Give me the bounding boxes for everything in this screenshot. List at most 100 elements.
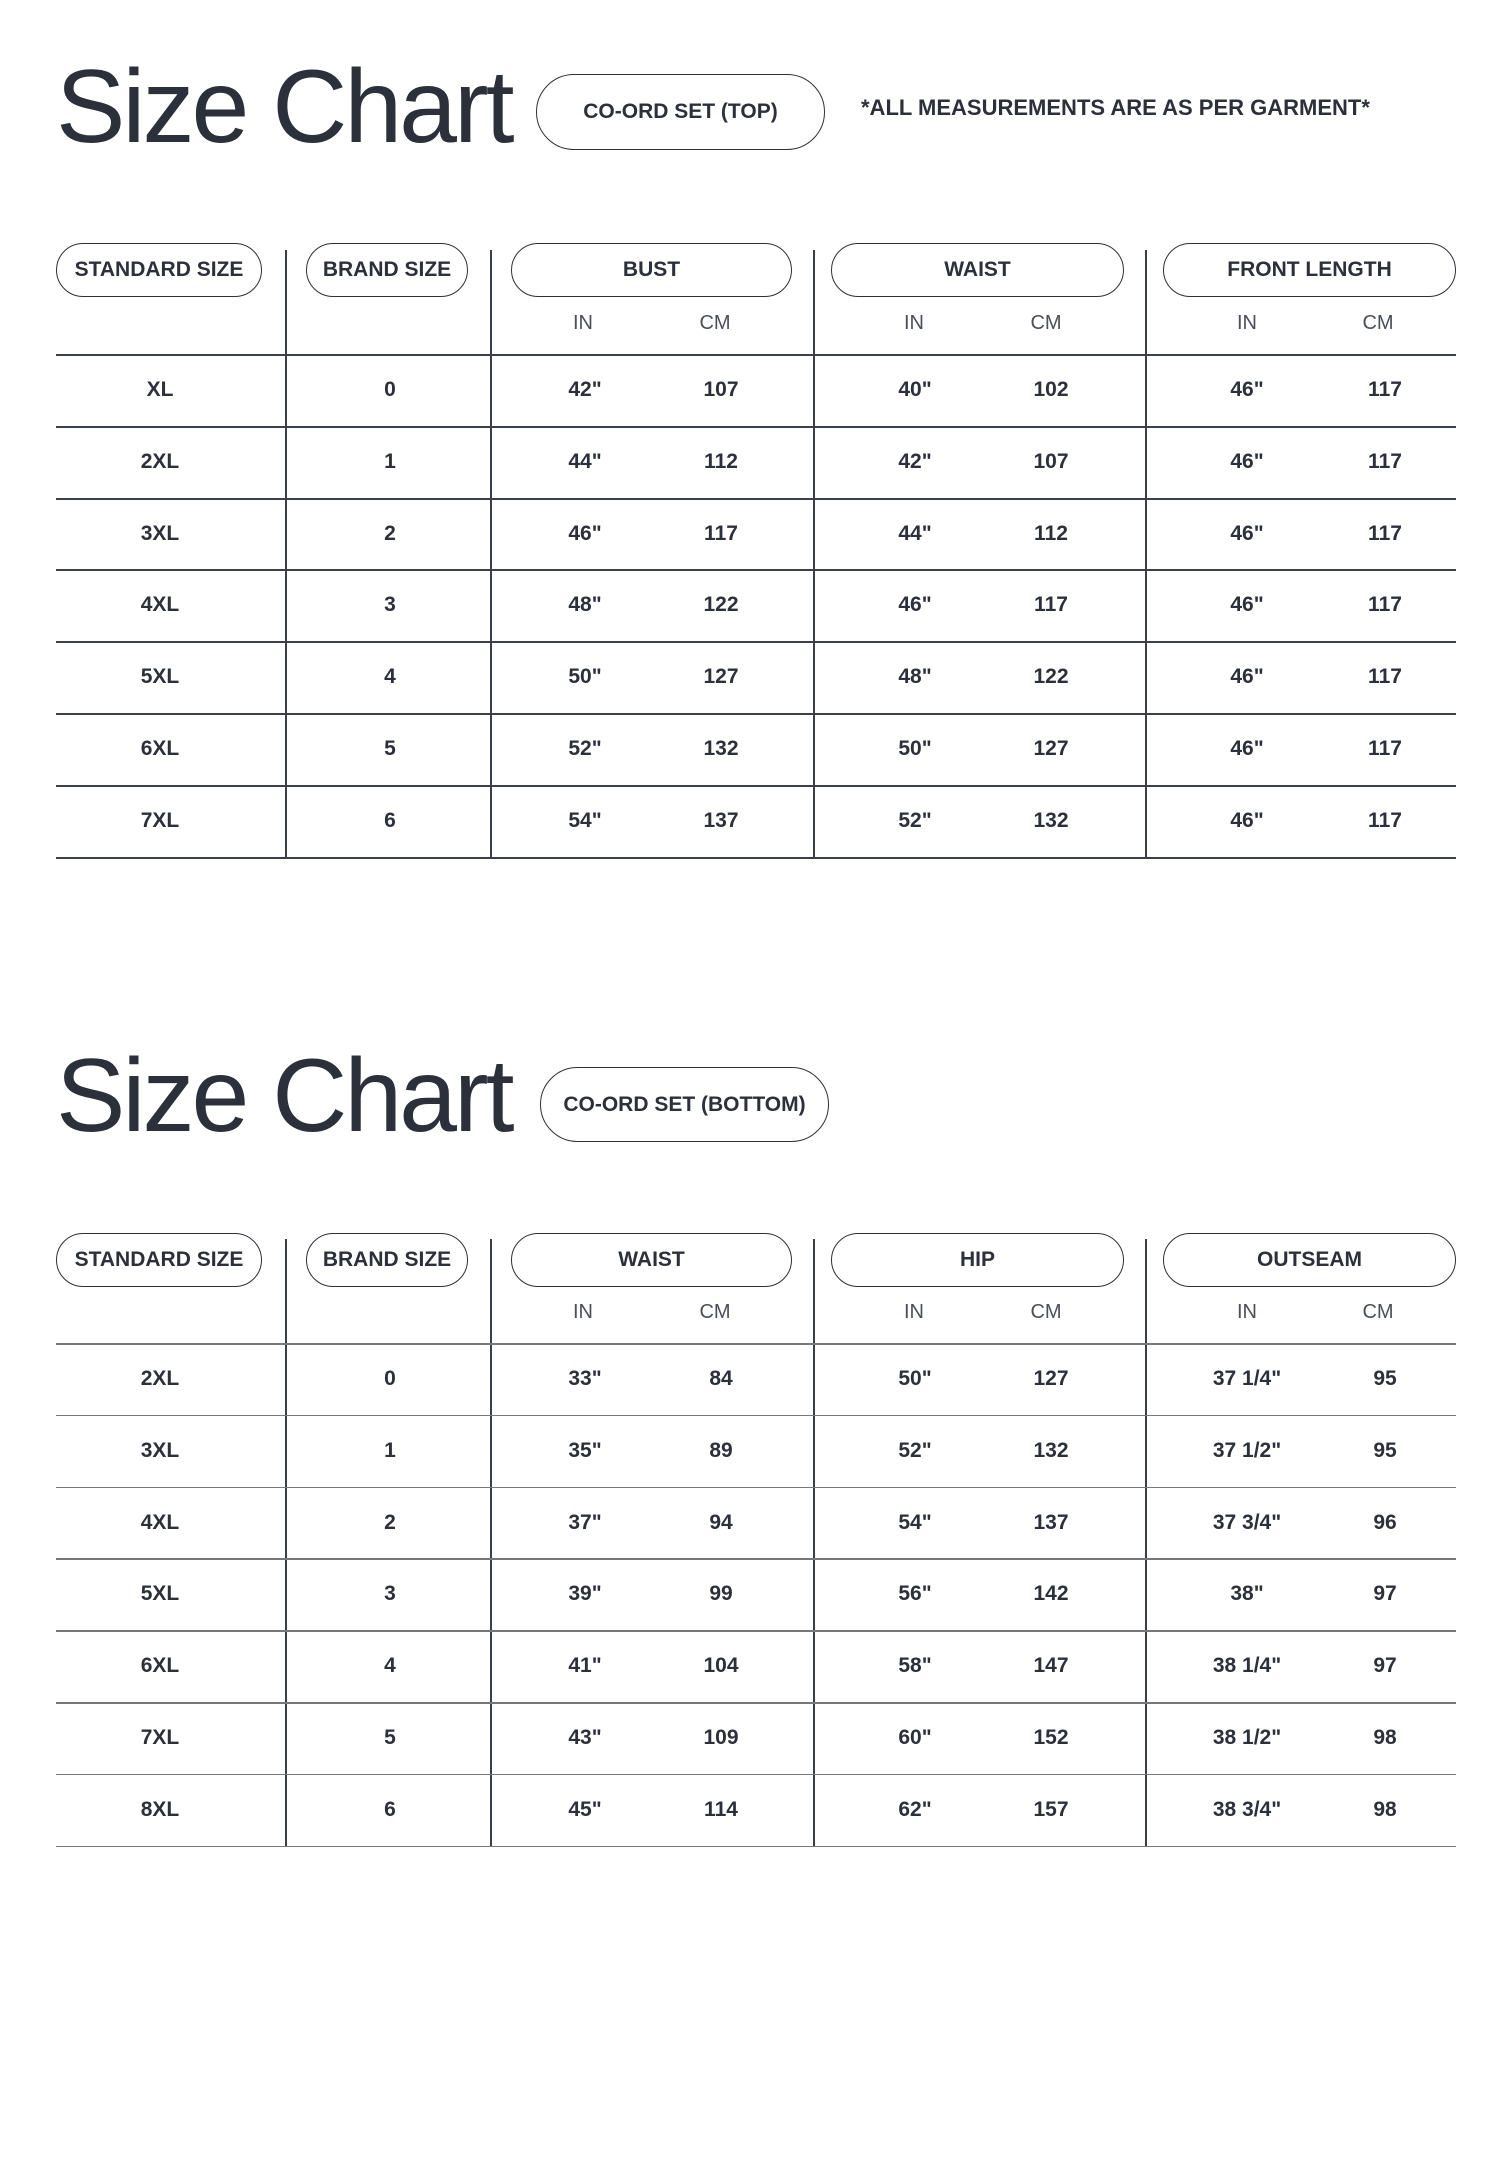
table-cell: 5 [384,1725,396,1749]
column-header: STANDARD SIZE [56,1233,262,1287]
table-cell: 127 [1033,1366,1069,1390]
unit-label: CM [1030,1301,1062,1323]
unit-label: IN [904,1301,924,1323]
table-cell: 2XL [140,1366,180,1390]
table-row-rule [56,641,1456,644]
table-cell: 147 [1033,1654,1069,1678]
table-cell: 3 [384,1582,396,1606]
unit-label: IN [1237,312,1257,334]
section-title: Size Chart [56,1038,515,1154]
table-cell: 117 [1368,665,1402,689]
table-row-rule [56,856,1456,859]
table-cell: 117 [704,521,738,545]
table-cell: 2 [384,521,396,545]
column-divider [490,250,492,857]
column-header: FRONT LENGTH [1163,243,1456,297]
table-cell: 54" [568,808,602,832]
table-cell: 117 [1368,377,1402,401]
table-cell: 2 [384,1510,396,1534]
column-divider [285,250,287,857]
table-cell: 132 [1033,808,1069,832]
table-cell: 42" [898,449,932,473]
table-cell: 37 1/4" [1212,1366,1282,1390]
table-cell: 50" [898,1366,932,1390]
table-cell: 46" [1230,377,1264,401]
table-row-rule [56,713,1456,715]
table-cell: 46" [1230,449,1264,473]
table-cell: 98 [1373,1797,1397,1821]
table-row-rule [56,1414,1456,1417]
table-cell: 60" [898,1725,932,1749]
measurement-note: *ALL MEASUREMENTS ARE AS PER GARMENT* [861,95,1370,120]
table-cell: 157 [1033,1797,1069,1821]
column-header: HIP [831,1233,1124,1287]
table-cell: 52" [898,808,932,832]
table-cell: 4XL [140,593,180,617]
table-cell: 137 [703,808,739,832]
table-cell: 58" [898,1654,932,1678]
unit-label: CM [1362,1301,1394,1323]
column-header: BUST [511,243,792,297]
unit-label: IN [573,312,593,334]
table-cell: 2XL [140,449,180,473]
table-cell: 37" [568,1510,602,1534]
table-cell: XL [146,377,174,401]
table-cell: 114 [704,1797,738,1821]
table-cell: 44" [898,521,932,545]
table-cell: 45" [568,1797,602,1821]
table-cell: 6 [384,1797,396,1821]
table-cell: 95 [1373,1366,1397,1390]
table-cell: 127 [1033,736,1069,760]
table-cell: 46" [1230,808,1264,832]
garment-tag: CO-ORD SET (BOTTOM) [540,1067,829,1142]
column-divider [813,1239,815,1846]
table-cell: 137 [1033,1510,1069,1534]
column-header: WAIST [511,1233,792,1287]
table-cell: 142 [1033,1582,1069,1606]
table-cell: 46" [568,521,602,545]
table-cell: 46" [1230,593,1264,617]
table-cell: 107 [703,377,739,401]
column-divider [1145,250,1147,857]
table-cell: 56" [898,1582,932,1606]
table-cell: 84 [709,1366,733,1390]
column-divider [490,1239,492,1846]
section-title: Size Chart [56,49,515,165]
table-row-rule [56,784,1456,787]
table-row-rule [56,1845,1456,1848]
table-cell: 43" [568,1725,602,1749]
table-cell: 3XL [140,1438,180,1462]
table-cell: 35" [568,1438,602,1462]
table-cell: 41" [568,1654,602,1678]
table-row-rule [56,497,1456,500]
table-cell: 132 [1033,1438,1069,1462]
table-cell: 4 [384,1654,396,1678]
table-cell: 46" [898,593,932,617]
table-cell: 104 [703,1654,739,1678]
table-cell: 46" [1230,521,1264,545]
table-cell: 109 [703,1725,739,1749]
table-cell: 97 [1373,1582,1397,1606]
unit-label: CM [1362,312,1394,334]
table-cell: 50" [898,736,932,760]
table-cell: 89 [709,1438,733,1462]
column-header: STANDARD SIZE [56,243,262,297]
table-cell: 112 [1034,521,1068,545]
unit-label: IN [573,1301,593,1323]
table-cell: 112 [704,449,738,473]
table-row-rule [56,1773,1456,1776]
table-cell: 0 [384,1366,396,1390]
unit-label: CM [1030,312,1062,334]
table-cell: 132 [703,736,739,760]
table-cell: 38 1/4" [1212,1654,1282,1678]
table-cell: 5XL [140,1582,180,1606]
table-cell: 6 [384,808,396,832]
table-row-rule [56,425,1456,428]
table-cell: 97 [1373,1654,1397,1678]
table-cell: 8XL [140,1797,180,1821]
unit-label: CM [699,1301,731,1323]
table-cell: 38 3/4" [1212,1797,1282,1821]
table-cell: 44" [568,449,602,473]
table-cell: 98 [1373,1725,1397,1749]
unit-label: CM [699,312,731,334]
